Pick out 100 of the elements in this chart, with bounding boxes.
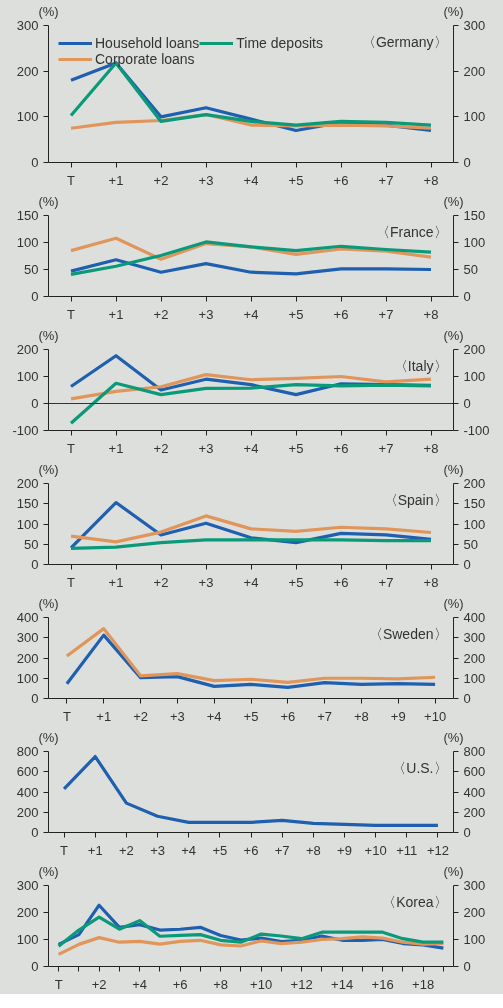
y2-tick-label: 50 <box>463 536 478 552</box>
y2-axis-title: (%) <box>443 461 464 477</box>
y2-tick-label: 0 <box>463 155 471 170</box>
y2-tick-label: 0 <box>463 959 471 974</box>
x-tick-label: +12 <box>290 976 313 992</box>
y-tick-label: 50 <box>24 536 39 552</box>
y2-tick-label: 0 <box>463 825 471 840</box>
x-tick-label: +2 <box>91 976 107 992</box>
y2-tick-label: 300 <box>463 630 486 646</box>
x-tick-label: +5 <box>288 306 304 322</box>
x-tick-label: +6 <box>333 306 349 322</box>
annotation: 〈U.S.〉 <box>392 759 448 776</box>
x-tick-label: +5 <box>288 574 304 590</box>
x-tick-label: +7 <box>378 574 394 590</box>
x-tick-label: T <box>60 842 69 858</box>
annotation: 〈Korea〉 <box>382 893 448 910</box>
y-tick-label: 200 <box>16 804 39 820</box>
y2-tick-label: 200 <box>463 905 486 920</box>
y2-tick-label: 400 <box>463 784 486 800</box>
y2-tick-label: 600 <box>463 764 486 780</box>
x-tick-label: +14 <box>331 976 354 992</box>
x-tick-label: +9 <box>390 708 406 724</box>
line-series <box>57 935 445 956</box>
x-tick-label: T <box>54 976 63 992</box>
y2-tick-label: 800 <box>463 744 486 759</box>
x-tick-label: +4 <box>243 440 259 456</box>
y-tick-label: 0 <box>31 557 39 572</box>
y2-axis-title: (%) <box>443 595 464 611</box>
y2-tick-label: 200 <box>463 342 486 357</box>
y2-tick-label: 100 <box>463 932 486 947</box>
x-tick-label: +1 <box>108 306 124 322</box>
x-tick-label: +2 <box>133 708 148 724</box>
x-tick-label: +3 <box>198 574 214 590</box>
y2-axis-title: (%) <box>443 3 464 19</box>
line-series <box>69 258 433 276</box>
y2-axis-title: (%) <box>443 863 464 879</box>
y2-tick-label: 100 <box>463 109 486 125</box>
y-tick-label: 300 <box>16 878 39 893</box>
x-tick-label: +8 <box>423 172 439 188</box>
y-tick-label: 200 <box>16 476 39 491</box>
y2-tick-label: 100 <box>463 516 486 532</box>
y2-axis-title: (%) <box>443 193 464 209</box>
x-tick-label: +3 <box>198 172 214 188</box>
x-tick-label: +1 <box>96 708 112 724</box>
x-tick-label: +4 <box>243 306 259 322</box>
x-tick-label: +6 <box>280 708 296 724</box>
x-tick-label: +7 <box>317 708 333 724</box>
x-tick-label: +7 <box>274 842 290 858</box>
x-tick-label: +10 <box>364 842 387 858</box>
x-tick-label: +2 <box>118 842 134 858</box>
line-series <box>62 754 440 828</box>
x-tick-label: +4 <box>206 708 222 724</box>
y-tick-label: 400 <box>16 784 39 800</box>
x-tick-label: +3 <box>169 708 185 724</box>
x-tick-label: +16 <box>371 976 394 992</box>
y2-tick-label: 400 <box>463 610 486 625</box>
x-tick-label: +2 <box>153 172 169 188</box>
y-tick-label: 100 <box>16 932 39 947</box>
x-tick-label: +3 <box>198 440 214 456</box>
x-tick-label: +10 <box>250 976 273 992</box>
y-axis-title: (%) <box>38 193 59 209</box>
x-tick-label: T <box>67 172 76 188</box>
x-tick-label: +5 <box>288 440 304 456</box>
y2-tick-label: 200 <box>463 476 486 491</box>
y2-tick-label: 300 <box>463 18 486 33</box>
x-tick-label: +3 <box>198 306 214 322</box>
x-tick-label: +18 <box>412 976 435 992</box>
x-tick-label: +8 <box>423 306 439 322</box>
y-axis-title: (%) <box>38 729 59 745</box>
y-tick-label: 200 <box>16 650 39 666</box>
y-tick-label: 0 <box>31 959 39 974</box>
x-tick-label: +3 <box>150 842 165 858</box>
y-tick-label: -100 <box>12 423 39 438</box>
x-tick-label: +1 <box>87 842 103 858</box>
y-tick-label: 0 <box>31 396 39 411</box>
line-series <box>57 915 445 948</box>
x-tick-label: +4 <box>181 842 197 858</box>
y2-tick-label: 150 <box>463 208 486 223</box>
legend-label: Household loans <box>95 35 200 51</box>
y-tick-label: 200 <box>16 342 39 357</box>
x-tick-label: +8 <box>213 976 229 992</box>
y-tick-label: 200 <box>16 905 39 920</box>
annotation: 〈France〉 <box>375 223 448 240</box>
x-tick-label: +6 <box>172 976 188 992</box>
x-tick-label: T <box>67 306 76 322</box>
x-tick-label: +7 <box>378 440 394 456</box>
y2-tick-label: 200 <box>463 63 486 79</box>
y2-tick-label: 150 <box>463 496 486 512</box>
y-tick-label: 0 <box>31 289 39 304</box>
y-tick-label: 600 <box>16 764 39 780</box>
y-tick-label: 400 <box>16 610 39 625</box>
y-tick-label: 150 <box>16 496 39 512</box>
x-tick-label: +1 <box>108 440 124 456</box>
x-tick-label: T <box>62 708 71 724</box>
y2-tick-label: 100 <box>463 369 486 384</box>
x-tick-label: +8 <box>305 842 321 858</box>
y-tick-label: 100 <box>16 369 39 384</box>
line-series <box>69 538 433 550</box>
y2-axis-title: (%) <box>443 729 464 745</box>
y2-tick-label: 200 <box>463 804 486 820</box>
